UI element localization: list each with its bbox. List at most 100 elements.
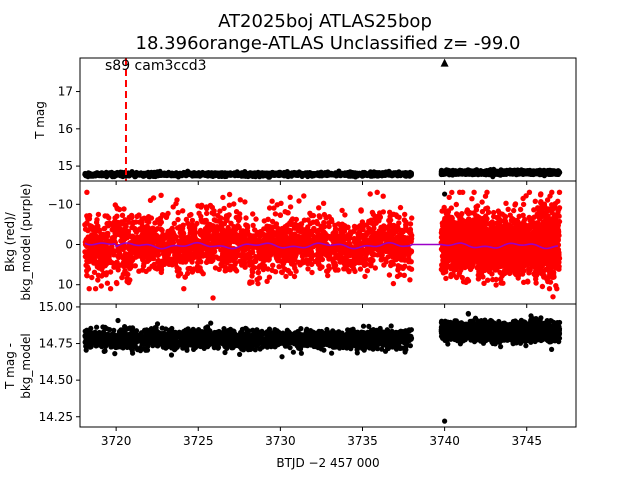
bkg-point [332, 222, 338, 228]
bkg-point [212, 265, 219, 271]
bkg-point [358, 207, 364, 213]
panel-t-mag-ylabel: T mag [33, 101, 47, 140]
bkg-point [89, 274, 95, 281]
bkg-point [408, 248, 415, 254]
data-point [110, 171, 116, 178]
bkg-point [181, 286, 187, 292]
bkg-point [146, 219, 152, 225]
data-point [248, 173, 254, 179]
bkg-point [150, 195, 157, 201]
bkg-point [320, 200, 327, 206]
bkg-point [119, 212, 126, 218]
bkg-point [364, 268, 371, 274]
bkg-point [84, 273, 90, 279]
data-point [380, 172, 386, 178]
data-point [101, 172, 107, 178]
bkg-point [91, 269, 98, 275]
panel-background-points [82, 189, 563, 301]
data-point [286, 171, 292, 177]
bkg-point [221, 205, 227, 212]
data-point [318, 171, 324, 177]
bkg-point [95, 277, 101, 283]
bkg-point [388, 262, 394, 269]
bkg-point [249, 273, 255, 279]
data-point [441, 169, 447, 175]
bkg-point [409, 215, 415, 221]
bkg-point [171, 220, 177, 227]
bkg-point [235, 215, 241, 221]
data-point [197, 171, 203, 177]
bkg-point [287, 204, 294, 210]
data-point [218, 170, 224, 176]
bkg-point [396, 214, 402, 220]
panel-t-mag-frame [79, 57, 577, 182]
bkg-point [226, 202, 233, 208]
bkg-point [357, 266, 364, 272]
bkg-point [374, 189, 380, 195]
bkg-point [158, 192, 164, 198]
bkg-point [132, 263, 138, 269]
bkg-point [399, 234, 406, 240]
bkg-point [177, 271, 184, 277]
bkg-point [351, 239, 358, 245]
bkg-point [283, 273, 289, 280]
bkg-point [128, 212, 135, 219]
data-point [553, 169, 559, 175]
bkg-point [261, 226, 267, 232]
data-point [227, 172, 233, 178]
bkg-point [104, 231, 110, 237]
bkg-point [194, 220, 200, 227]
data-point [295, 172, 301, 178]
data-point [313, 171, 319, 177]
bkg-point [390, 280, 397, 287]
bkg-point [267, 227, 273, 233]
bkg-point [228, 220, 234, 226]
data-point [90, 173, 96, 179]
bkg-point [218, 226, 224, 233]
data-point [508, 170, 514, 176]
bkg-point [237, 258, 243, 264]
bkg-point [204, 210, 210, 217]
data-point [166, 171, 172, 177]
bkg-point [174, 225, 181, 231]
bkg-point [391, 211, 397, 217]
bkg-point [266, 205, 273, 211]
data-point [148, 170, 154, 176]
bkg-point [315, 250, 321, 257]
data-point [514, 169, 520, 175]
bkg-point [367, 191, 373, 197]
bkg-point [385, 224, 391, 230]
bkg-point [403, 224, 409, 230]
data-point [304, 172, 310, 178]
bkg-point [86, 286, 92, 292]
bkg-point [292, 248, 298, 254]
bkg-point [316, 205, 322, 211]
bkg-point [296, 198, 302, 204]
bkg-point [95, 223, 101, 230]
data-point [277, 172, 283, 178]
bkg-point [382, 256, 389, 263]
bkg-point [175, 216, 181, 223]
bkg-point [185, 220, 191, 227]
bkg-point [215, 237, 221, 243]
bkg-point [270, 262, 276, 268]
bkg-point [133, 235, 139, 241]
data-point [390, 171, 396, 178]
data-point [212, 172, 218, 178]
bkg-point [288, 231, 294, 237]
bkg-point [133, 254, 139, 260]
data-point [365, 172, 371, 178]
data-point [457, 169, 463, 175]
bkg-point [244, 222, 250, 229]
bkg-point [277, 212, 284, 218]
bkg-point [174, 264, 180, 271]
chart-title-line2: 18.396orange-ATLAS Unclassified z= -99.0 [136, 33, 521, 54]
bkg-point [368, 263, 374, 269]
bkg-point [247, 280, 253, 286]
bkg-point [287, 194, 293, 200]
bkg-point [106, 215, 112, 221]
bkg-point [198, 245, 205, 251]
bkg-point [220, 194, 226, 201]
data-point [408, 170, 414, 176]
